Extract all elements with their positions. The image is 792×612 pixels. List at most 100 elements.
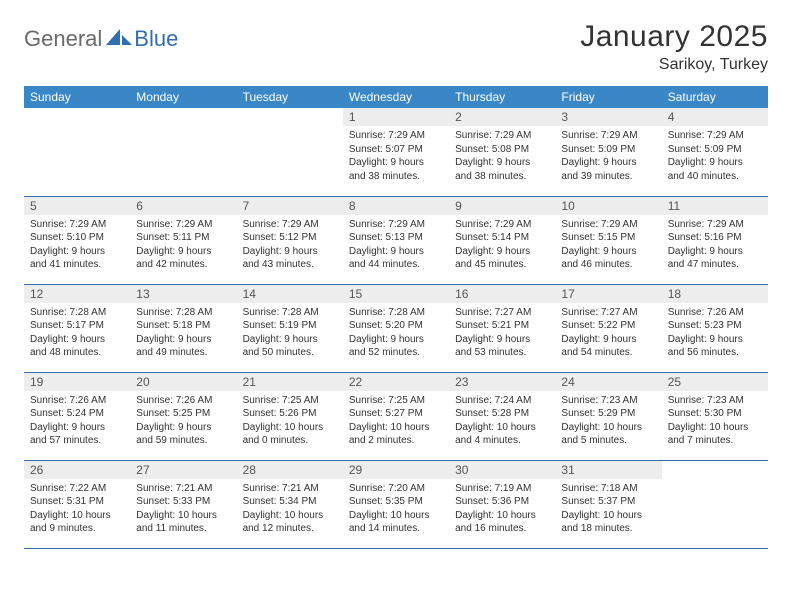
location-subtitle: Sarikoy, Turkey (580, 56, 768, 74)
day-number: 21 (237, 373, 343, 391)
day-number: 2 (449, 108, 555, 126)
day-number: 17 (555, 285, 661, 303)
calendar-day-cell: 19Sunrise: 7:26 AMSunset: 5:24 PMDayligh… (24, 372, 130, 460)
day-details: Sunrise: 7:25 AMSunset: 5:26 PMDaylight:… (237, 391, 343, 452)
calendar-day-cell: 1Sunrise: 7:29 AMSunset: 5:07 PMDaylight… (343, 108, 449, 196)
calendar-day-cell: 28Sunrise: 7:21 AMSunset: 5:34 PMDayligh… (237, 460, 343, 548)
calendar-week-row: 19Sunrise: 7:26 AMSunset: 5:24 PMDayligh… (24, 372, 768, 460)
calendar-day-cell: 31Sunrise: 7:18 AMSunset: 5:37 PMDayligh… (555, 460, 661, 548)
day-number: 18 (662, 285, 768, 303)
calendar-day-cell: 24Sunrise: 7:23 AMSunset: 5:29 PMDayligh… (555, 372, 661, 460)
calendar-day-cell: 0 (662, 460, 768, 548)
day-details: Sunrise: 7:18 AMSunset: 5:37 PMDaylight:… (555, 479, 661, 540)
day-details: Sunrise: 7:28 AMSunset: 5:17 PMDaylight:… (24, 303, 130, 364)
weekday-header: Monday (130, 86, 236, 108)
calendar-day-cell: 8Sunrise: 7:29 AMSunset: 5:13 PMDaylight… (343, 196, 449, 284)
day-details: Sunrise: 7:26 AMSunset: 5:24 PMDaylight:… (24, 391, 130, 452)
day-number: 16 (449, 285, 555, 303)
day-details: Sunrise: 7:28 AMSunset: 5:18 PMDaylight:… (130, 303, 236, 364)
day-number: 9 (449, 197, 555, 215)
calendar-day-cell: 26Sunrise: 7:22 AMSunset: 5:31 PMDayligh… (24, 460, 130, 548)
calendar-day-cell: 30Sunrise: 7:19 AMSunset: 5:36 PMDayligh… (449, 460, 555, 548)
day-number: 25 (662, 373, 768, 391)
calendar-day-cell: 29Sunrise: 7:20 AMSunset: 5:35 PMDayligh… (343, 460, 449, 548)
day-number: 26 (24, 461, 130, 479)
day-details: Sunrise: 7:29 AMSunset: 5:13 PMDaylight:… (343, 215, 449, 276)
day-details: Sunrise: 7:27 AMSunset: 5:21 PMDaylight:… (449, 303, 555, 364)
day-number: 24 (555, 373, 661, 391)
day-number: 10 (555, 197, 661, 215)
day-number: 1 (343, 108, 449, 126)
calendar-day-cell: 0 (237, 108, 343, 196)
calendar-day-cell: 27Sunrise: 7:21 AMSunset: 5:33 PMDayligh… (130, 460, 236, 548)
day-details: Sunrise: 7:29 AMSunset: 5:14 PMDaylight:… (449, 215, 555, 276)
day-number: 23 (449, 373, 555, 391)
weekday-header: Friday (555, 86, 661, 108)
calendar-day-cell: 7Sunrise: 7:29 AMSunset: 5:12 PMDaylight… (237, 196, 343, 284)
calendar-day-cell: 22Sunrise: 7:25 AMSunset: 5:27 PMDayligh… (343, 372, 449, 460)
calendar-day-cell: 20Sunrise: 7:26 AMSunset: 5:25 PMDayligh… (130, 372, 236, 460)
calendar-day-cell: 23Sunrise: 7:24 AMSunset: 5:28 PMDayligh… (449, 372, 555, 460)
day-details: Sunrise: 7:29 AMSunset: 5:07 PMDaylight:… (343, 126, 449, 187)
calendar-day-cell: 3Sunrise: 7:29 AMSunset: 5:09 PMDaylight… (555, 108, 661, 196)
day-details: Sunrise: 7:23 AMSunset: 5:29 PMDaylight:… (555, 391, 661, 452)
calendar-week-row: 0 0 0 1Sunrise: 7:29 AMSunset: 5:07 PMDa… (24, 108, 768, 196)
day-number: 12 (24, 285, 130, 303)
day-details: Sunrise: 7:29 AMSunset: 5:09 PMDaylight:… (662, 126, 768, 187)
day-number: 30 (449, 461, 555, 479)
day-details: Sunrise: 7:27 AMSunset: 5:22 PMDaylight:… (555, 303, 661, 364)
header: General Blue January 2025 Sarikoy, Turke… (24, 20, 768, 74)
calendar-day-cell: 12Sunrise: 7:28 AMSunset: 5:17 PMDayligh… (24, 284, 130, 372)
calendar-day-cell: 16Sunrise: 7:27 AMSunset: 5:21 PMDayligh… (449, 284, 555, 372)
calendar-day-cell: 0 (130, 108, 236, 196)
calendar-day-cell: 5Sunrise: 7:29 AMSunset: 5:10 PMDaylight… (24, 196, 130, 284)
day-details: Sunrise: 7:24 AMSunset: 5:28 PMDaylight:… (449, 391, 555, 452)
day-number: 20 (130, 373, 236, 391)
weekday-header: Tuesday (237, 86, 343, 108)
day-details: Sunrise: 7:25 AMSunset: 5:27 PMDaylight:… (343, 391, 449, 452)
sail-icon (106, 27, 132, 52)
day-number: 3 (555, 108, 661, 126)
day-details: Sunrise: 7:26 AMSunset: 5:23 PMDaylight:… (662, 303, 768, 364)
day-number: 6 (130, 197, 236, 215)
day-number: 5 (24, 197, 130, 215)
day-details: Sunrise: 7:20 AMSunset: 5:35 PMDaylight:… (343, 479, 449, 540)
calendar-week-row: 12Sunrise: 7:28 AMSunset: 5:17 PMDayligh… (24, 284, 768, 372)
day-number: 19 (24, 373, 130, 391)
calendar-day-cell: 10Sunrise: 7:29 AMSunset: 5:15 PMDayligh… (555, 196, 661, 284)
day-details: Sunrise: 7:29 AMSunset: 5:12 PMDaylight:… (237, 215, 343, 276)
calendar-day-cell: 14Sunrise: 7:28 AMSunset: 5:19 PMDayligh… (237, 284, 343, 372)
day-details: Sunrise: 7:28 AMSunset: 5:20 PMDaylight:… (343, 303, 449, 364)
day-number: 11 (662, 197, 768, 215)
weekday-header: Saturday (662, 86, 768, 108)
calendar-body: 0 0 0 1Sunrise: 7:29 AMSunset: 5:07 PMDa… (24, 108, 768, 548)
calendar-header-row: SundayMondayTuesdayWednesdayThursdayFrid… (24, 86, 768, 108)
day-details: Sunrise: 7:19 AMSunset: 5:36 PMDaylight:… (449, 479, 555, 540)
day-number: 22 (343, 373, 449, 391)
day-details: Sunrise: 7:21 AMSunset: 5:34 PMDaylight:… (237, 479, 343, 540)
day-number: 27 (130, 461, 236, 479)
calendar-day-cell: 15Sunrise: 7:28 AMSunset: 5:20 PMDayligh… (343, 284, 449, 372)
calendar-day-cell: 2Sunrise: 7:29 AMSunset: 5:08 PMDaylight… (449, 108, 555, 196)
day-details: Sunrise: 7:22 AMSunset: 5:31 PMDaylight:… (24, 479, 130, 540)
day-number: 8 (343, 197, 449, 215)
calendar-day-cell: 25Sunrise: 7:23 AMSunset: 5:30 PMDayligh… (662, 372, 768, 460)
day-details: Sunrise: 7:28 AMSunset: 5:19 PMDaylight:… (237, 303, 343, 364)
day-number: 7 (237, 197, 343, 215)
day-number: 28 (237, 461, 343, 479)
day-details: Sunrise: 7:23 AMSunset: 5:30 PMDaylight:… (662, 391, 768, 452)
day-details: Sunrise: 7:29 AMSunset: 5:11 PMDaylight:… (130, 215, 236, 276)
day-details: Sunrise: 7:29 AMSunset: 5:15 PMDaylight:… (555, 215, 661, 276)
day-number: 14 (237, 285, 343, 303)
calendar-day-cell: 11Sunrise: 7:29 AMSunset: 5:16 PMDayligh… (662, 196, 768, 284)
brand-text-general: General (24, 26, 102, 52)
calendar-week-row: 5Sunrise: 7:29 AMSunset: 5:10 PMDaylight… (24, 196, 768, 284)
weekday-header: Sunday (24, 86, 130, 108)
calendar-day-cell: 9Sunrise: 7:29 AMSunset: 5:14 PMDaylight… (449, 196, 555, 284)
day-details: Sunrise: 7:29 AMSunset: 5:10 PMDaylight:… (24, 215, 130, 276)
day-details: Sunrise: 7:29 AMSunset: 5:09 PMDaylight:… (555, 126, 661, 187)
title-block: January 2025 Sarikoy, Turkey (580, 20, 768, 74)
page-title: January 2025 (580, 20, 768, 54)
day-details: Sunrise: 7:21 AMSunset: 5:33 PMDaylight:… (130, 479, 236, 540)
weekday-header: Thursday (449, 86, 555, 108)
